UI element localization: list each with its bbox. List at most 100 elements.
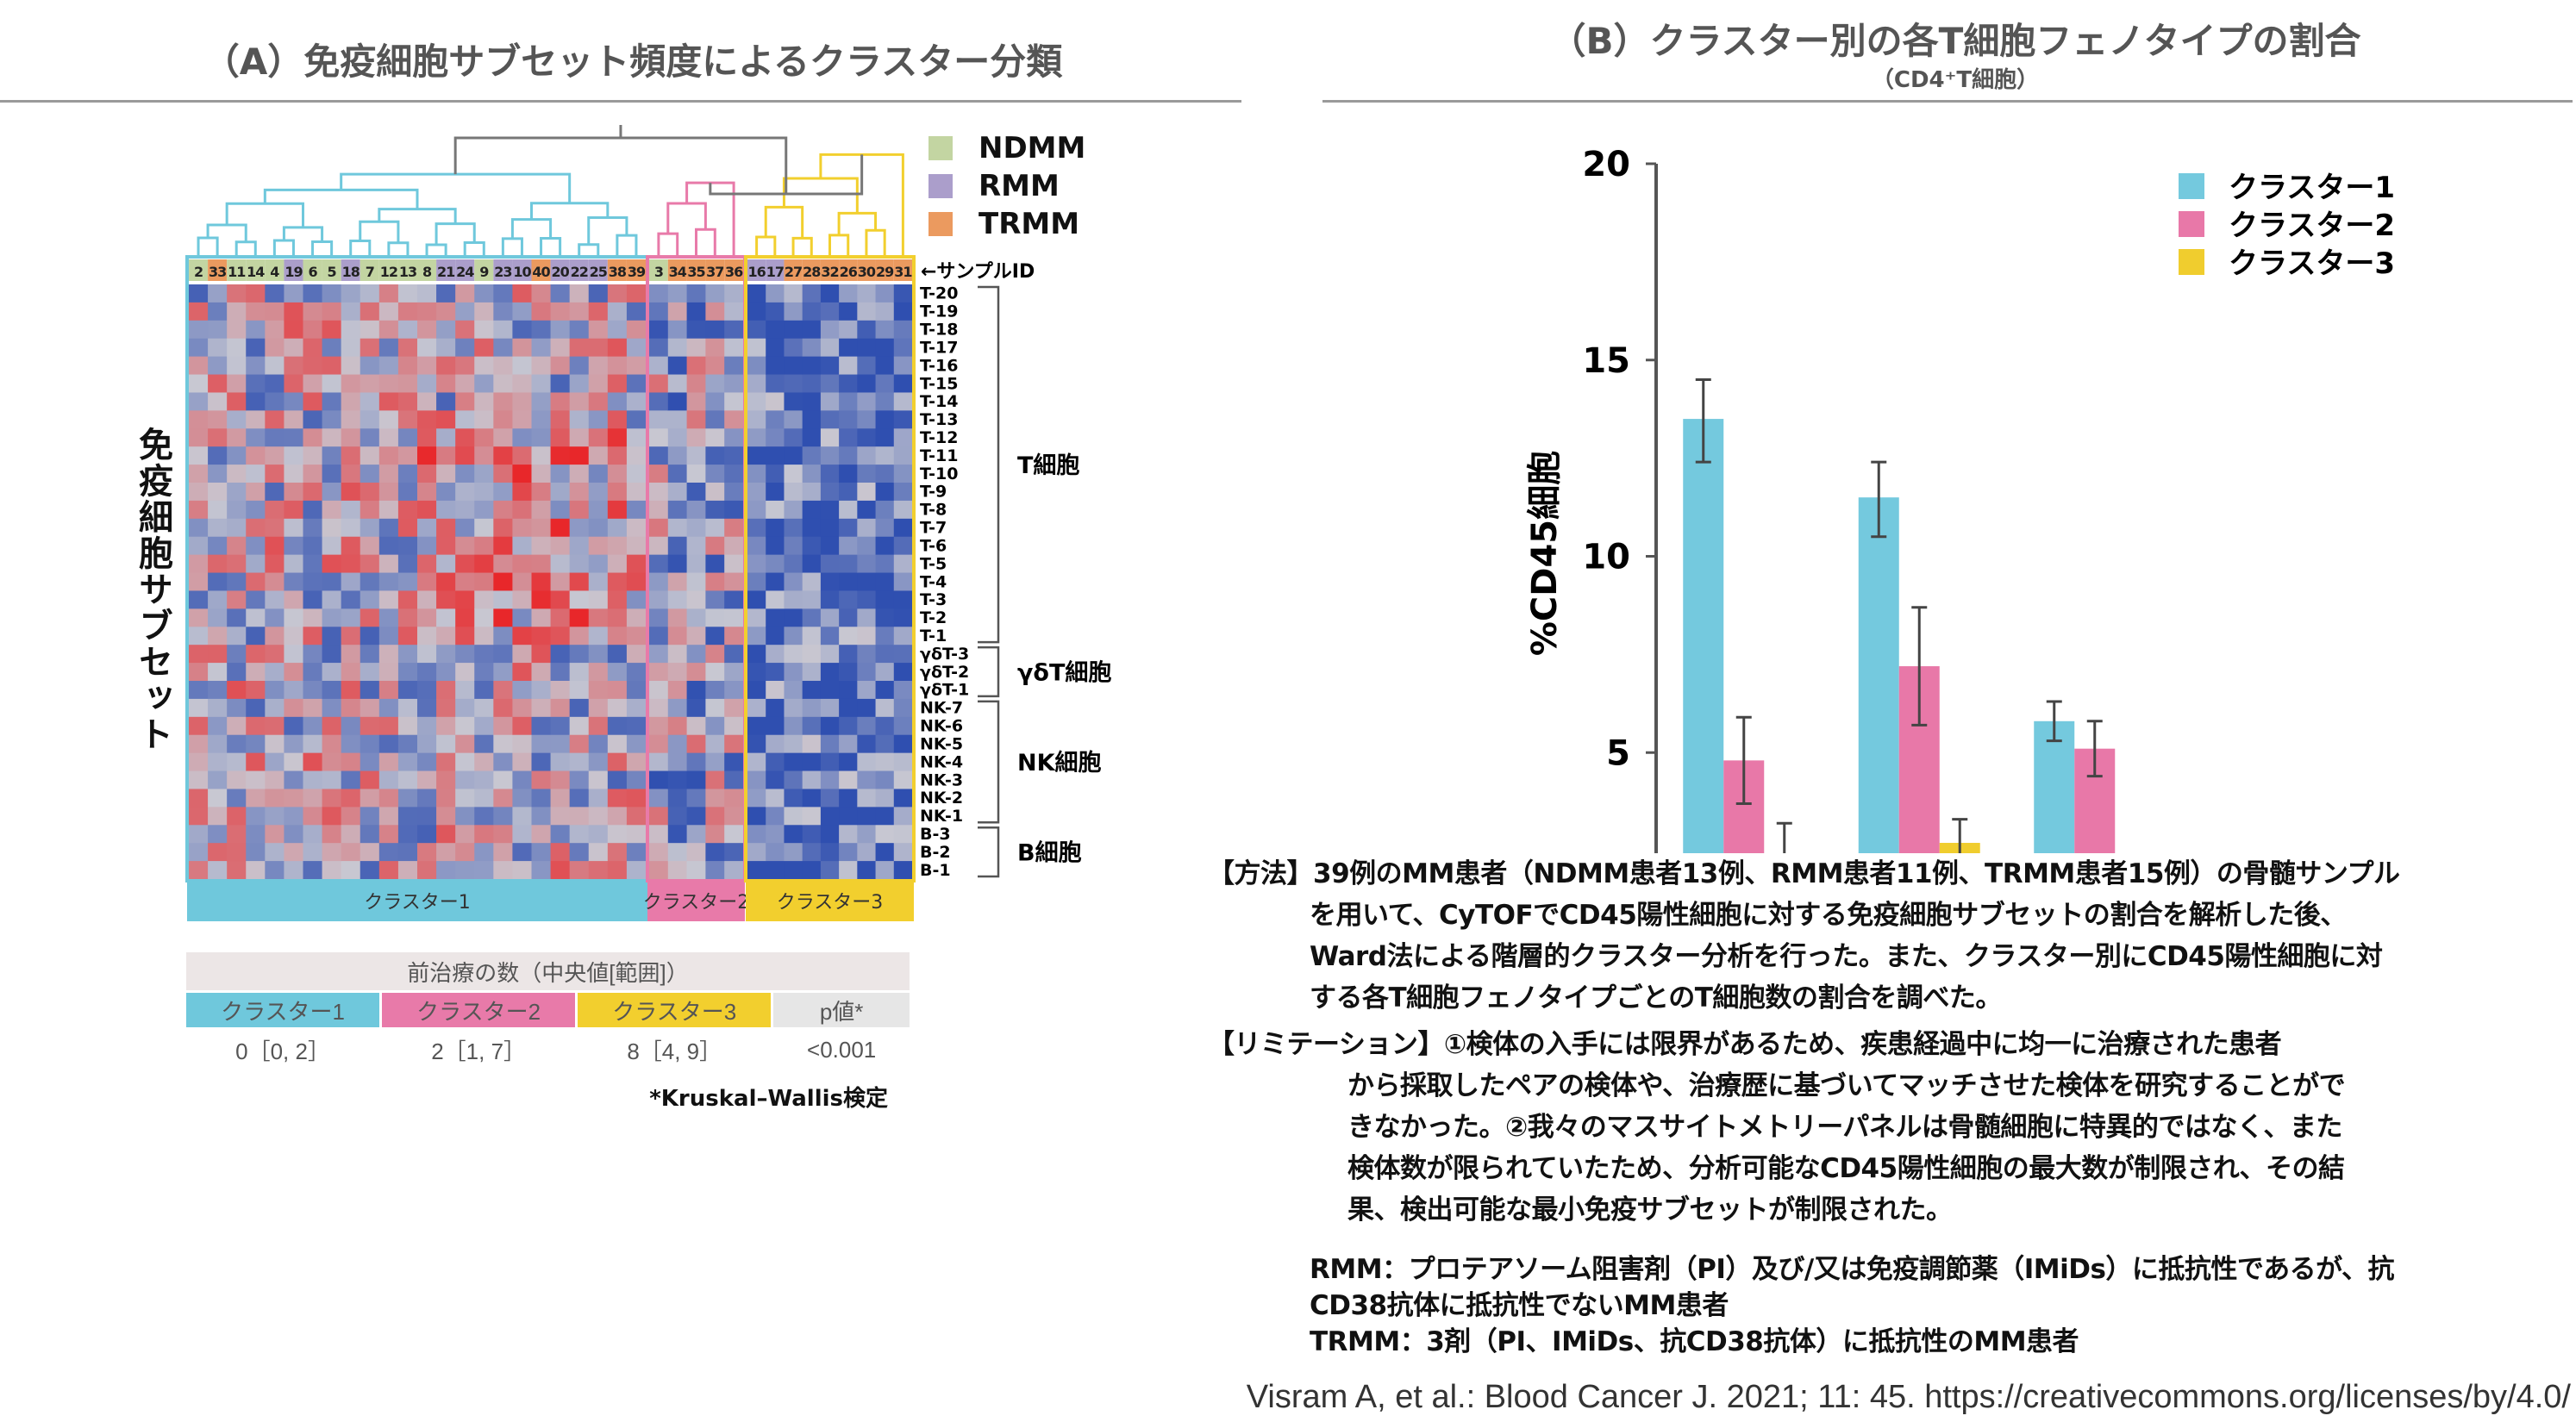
heatmap-cell [667, 284, 688, 303]
heatmap-cell [455, 284, 475, 303]
heatmap-cell [766, 752, 785, 772]
heatmap-cell [626, 428, 647, 447]
heatmap-cell [667, 825, 688, 844]
heatmap-cell [378, 627, 399, 646]
heatmap-cell [820, 770, 840, 789]
heatmap-cell [569, 465, 590, 483]
heatmap-cell [875, 825, 895, 844]
heatmap-cell [436, 734, 456, 754]
heatmap-cell [802, 825, 822, 844]
heatmap-cell [626, 500, 647, 520]
dendrogram-branch [616, 234, 638, 257]
heatmap-cell [607, 284, 628, 303]
dendrogram-branch [425, 243, 447, 257]
heatmap-cell [747, 770, 766, 789]
heatmap-cell [649, 410, 669, 429]
heatmap-cell [705, 410, 725, 429]
heatmap-cell [284, 752, 303, 772]
heatmap-cell [802, 483, 822, 502]
heatmap-cell [820, 500, 840, 520]
heatmap-cell [550, 698, 571, 718]
heatmap-cell [246, 861, 266, 880]
sample-id-cell [686, 259, 706, 281]
panel-b-title: （B）クラスター別の各T細胞フェノタイプの割合 [1549, 20, 2361, 62]
heatmap-cell [455, 698, 475, 718]
heatmap-cell [417, 428, 437, 447]
heatmap-cell [893, 843, 913, 862]
heatmap-cell [417, 752, 437, 772]
sample-id-cell [550, 259, 570, 281]
heatmap-cell [360, 716, 380, 736]
heatmap-cell [455, 789, 475, 808]
heatmap-cell [474, 320, 494, 340]
heatmap-cell [246, 698, 266, 718]
heatmap-cell [686, 338, 706, 358]
heatmap-cell [284, 483, 303, 502]
heatmap-cell [531, 338, 552, 358]
error-bar [1952, 818, 1968, 853]
heatmap-cell [512, 681, 532, 700]
heatmap-cell [208, 392, 228, 411]
table-col-cluster3: クラスター3 [578, 993, 772, 1027]
heatmap-cell [893, 320, 913, 340]
heatmap-cell [397, 518, 418, 538]
heatmap-cell [766, 627, 785, 646]
heatmap-cell [839, 428, 858, 447]
heatmap-cell [360, 645, 380, 664]
heatmap-cell [455, 825, 475, 844]
y-tick-label: 5 [1606, 733, 1630, 773]
heatmap-cell [227, 843, 247, 862]
heatmap-cell [820, 789, 840, 808]
heatmap-cell [474, 554, 494, 574]
heatmap-cell [686, 284, 706, 303]
heatmap-cell [686, 410, 706, 429]
heatmap-cell [893, 446, 913, 465]
heatmap-cell [397, 645, 418, 664]
heatmap-cell [649, 807, 669, 826]
heatmap-cell [455, 536, 475, 556]
sample-id-label: 10 [513, 264, 531, 280]
heatmap-cell [303, 320, 323, 340]
heatmap-y-label: 免疫細胞サブセット [133, 427, 172, 752]
heatmap-cell [265, 446, 284, 465]
heatmap-cell [649, 752, 669, 772]
heatmap-cell [686, 698, 706, 718]
heatmap-cell [417, 825, 437, 844]
heatmap-cell [857, 518, 877, 538]
heatmap-cell [417, 554, 437, 574]
heatmap-cell [474, 428, 494, 447]
heatmap-cell [724, 338, 744, 358]
heatmap-cell [893, 645, 913, 664]
heatmap-cell [857, 752, 877, 772]
heatmap-cell [493, 590, 513, 609]
heatmap-cell [724, 518, 744, 538]
heatmap-cell [189, 825, 209, 844]
heatmap-cell [493, 789, 513, 808]
heatmap-cell [569, 734, 590, 754]
heatmap-cell [875, 663, 895, 682]
heatmap-cell [397, 752, 418, 772]
heatmap-cell [667, 410, 688, 429]
row-label: T-5 [920, 554, 947, 573]
dendrogram-branch [263, 188, 419, 209]
heatmap-cell [820, 861, 840, 880]
heatmap-cell [875, 734, 895, 754]
heatmap-cell [747, 843, 766, 862]
sample-id-cell [246, 259, 266, 281]
heatmap-cell [626, 392, 647, 411]
heatmap-cell [189, 572, 209, 591]
heatmap-cell [649, 536, 669, 556]
heatmap-cell [893, 465, 913, 483]
heatmap-cell [360, 825, 380, 844]
heatmap-cell [531, 518, 552, 538]
heatmap-cell [839, 392, 858, 411]
heatmap-cell [747, 645, 766, 664]
heatmap-cell [857, 483, 877, 502]
heatmap-cell [839, 608, 858, 627]
heatmap-cell [189, 716, 209, 736]
heatmap-cell [784, 392, 803, 411]
heatmap-cell [531, 681, 552, 700]
heatmap-cell [724, 465, 744, 483]
heatmap-cell [724, 698, 744, 718]
row-group-bracket [978, 646, 1000, 698]
